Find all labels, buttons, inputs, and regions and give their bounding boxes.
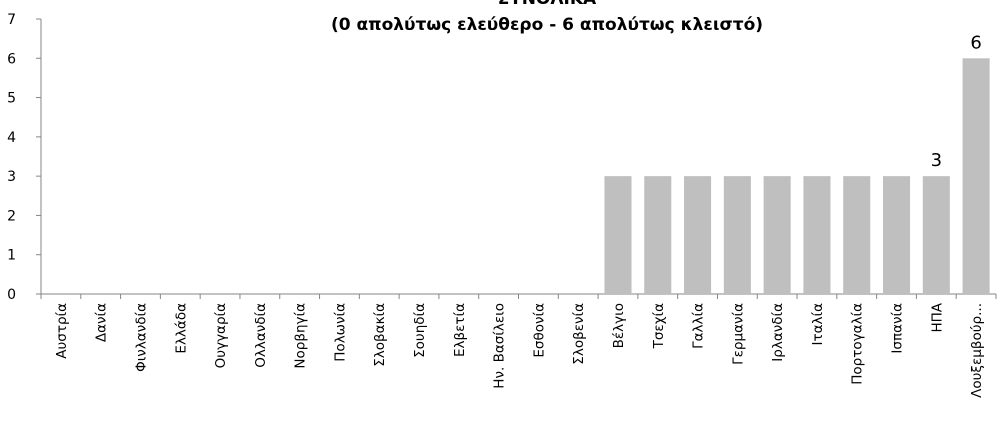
x-tick-label: Ην. Βασίλειο [492,303,508,389]
chart-title-line-2: (0 απολύτως ελεύθερο - 6 απολύτως κλειστ… [331,15,763,35]
chart-title-line-1: ΣΥΝΟΛΙΚΑ [498,0,597,9]
x-tick-label: Ελβετία [452,303,468,357]
x-tick-label: Ιρλανδία [770,303,786,362]
x-tick-label: Ιταλία [810,303,826,346]
y-tick-label: 5 [7,91,16,107]
bar [882,176,911,294]
bar [922,176,950,294]
title-background [262,0,832,44]
x-tick-label: Ουγγαρία [213,303,229,368]
x-axis-ticks: Αυστρία Δανία Φινλανδία Ελλάδα Ουγγαρία Ολλαν… [40,294,997,398]
x-tick-label: Ελλάδα [173,303,189,354]
bar [763,176,791,294]
x-tick-label: Ολλανδία [253,303,269,368]
x-tick-label: Σλοβακία [372,303,388,367]
x-tick-label: Αυστρία [54,303,70,359]
data-labels: 36 [931,32,982,171]
y-tick-label: 6 [7,51,16,67]
x-tick-label: Δανία [94,303,110,342]
y-tick-label: 2 [7,208,16,224]
x-tick-label: Εσθονία [531,303,547,358]
x-tick-label: Γερμανία [730,303,746,365]
data-label: 3 [931,150,942,171]
x-tick-label: Σλοβενία [571,303,587,365]
bar [962,58,990,294]
x-tick-label: Ισπανία [890,303,906,354]
x-tick-label: Φινλανδία [133,303,149,372]
bars [604,58,990,294]
bar [803,176,831,294]
y-tick-label: 4 [7,130,16,146]
bar [644,176,672,294]
x-tick-label: Βέλγιο [611,303,627,348]
x-tick-label: Λουξεμβούρ... [969,303,985,398]
x-tick-label: Σουηδία [412,303,428,358]
y-tick-label: 1 [7,248,16,264]
x-tick-label: Πορτογαλία [850,303,866,385]
x-tick-label: Πολωνία [332,303,348,362]
y-axis-ticks: 0 1 2 3 4 5 6 7 [7,12,41,303]
bar [723,176,751,294]
x-tick-label: Νορβηγία [293,303,309,369]
chart-title: ΣΥΝΟΛΙΚΑ (0 απολύτως ελεύθερο - 6 απολύτ… [262,0,832,44]
x-tick-label: Τσεχία [651,303,667,349]
bar [843,176,871,294]
y-tick-label: 0 [7,287,16,303]
y-tick-label: 7 [7,12,16,28]
data-label: 6 [970,32,981,53]
bar [684,176,712,294]
x-tick-label: ΗΠΑ [929,302,945,332]
x-tick-label: Γαλλία [691,303,707,349]
y-tick-label: 3 [7,169,16,185]
bar [604,176,632,294]
